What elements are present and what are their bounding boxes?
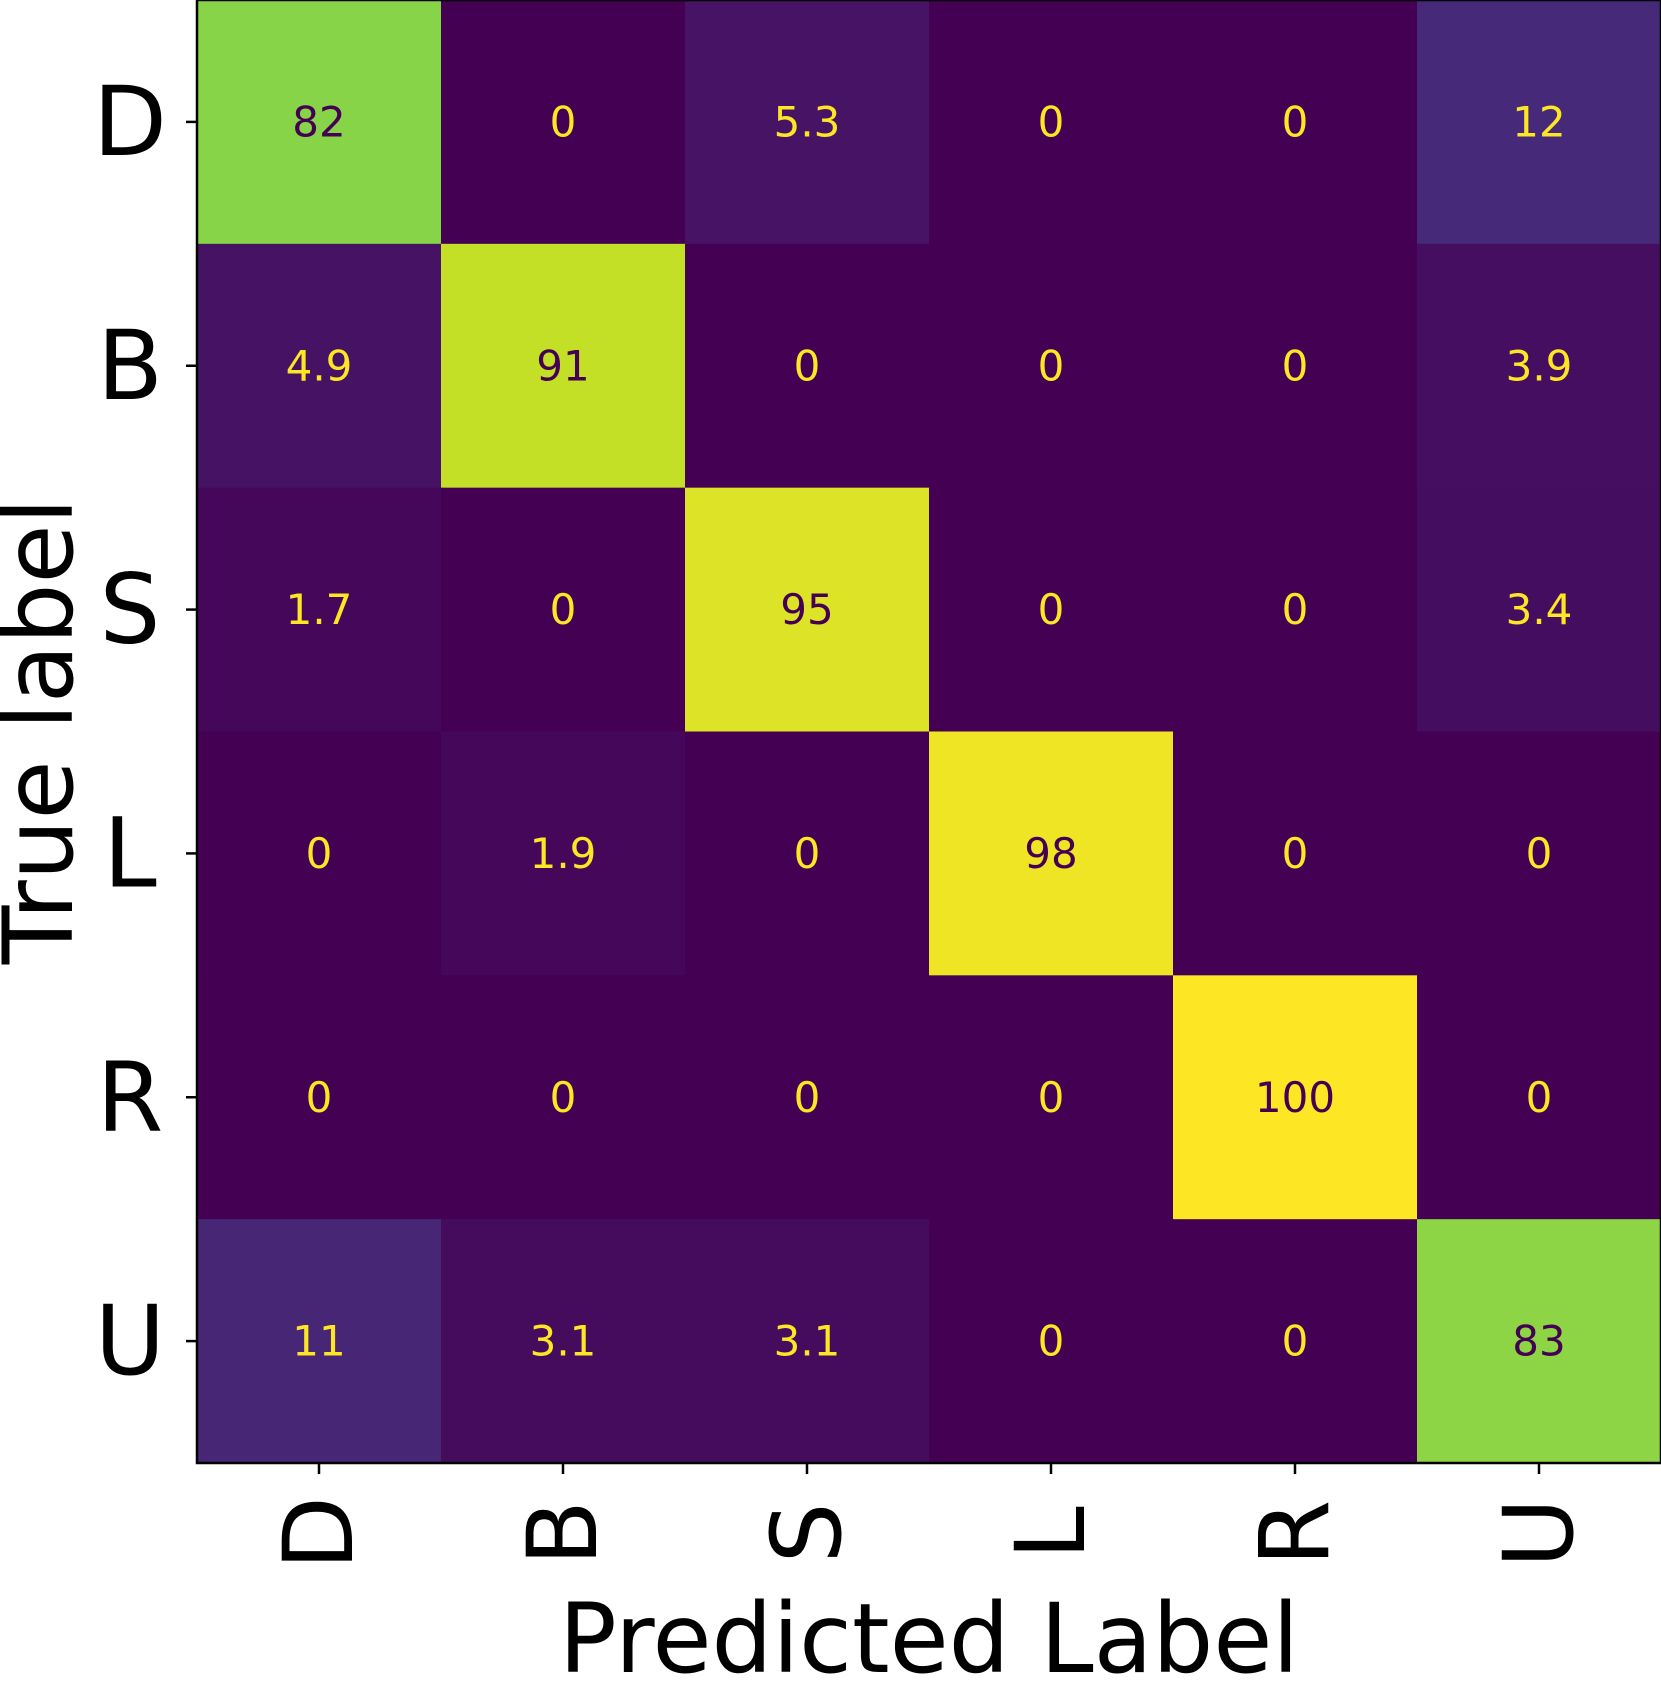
plot-frame bbox=[195, 0, 1661, 1465]
heatmap-cell bbox=[685, 731, 930, 976]
heatmap-cell bbox=[1417, 731, 1661, 976]
cell-value-label: 0 bbox=[794, 829, 821, 878]
heatmap-cell bbox=[441, 731, 686, 976]
heatmap-cell bbox=[929, 243, 1174, 489]
cell-value-label: 0 bbox=[1038, 585, 1065, 634]
cell-value-label: 0 bbox=[1282, 829, 1309, 878]
cell-value-label: 0 bbox=[306, 1073, 333, 1122]
cell-value-label: 0 bbox=[1038, 1317, 1065, 1366]
cell-value-label: 0 bbox=[1282, 1317, 1309, 1366]
cell-value-label: 1.9 bbox=[530, 829, 597, 878]
cell-value-labels: 82 0 5.3 0 0 12 4.9 91 0 0 0 3.9 1.7 0 95 0 0 3.4 0 1.9 0 98 0… bbox=[286, 97, 1573, 1365]
heatmap-cell bbox=[685, 487, 930, 733]
heatmap-cell bbox=[1173, 487, 1418, 733]
y-tick-label: U bbox=[95, 1285, 165, 1397]
cell-value-label: 0 bbox=[1282, 341, 1309, 390]
heatmap-cell bbox=[197, 1219, 442, 1464]
y-axis-label: True label bbox=[0, 498, 95, 966]
heatmap-cell bbox=[685, 243, 930, 489]
heatmap-cell bbox=[1173, 0, 1418, 245]
heatmap-cell bbox=[1173, 1219, 1418, 1464]
heatmap-cell bbox=[929, 487, 1174, 733]
heatmap-cell bbox=[197, 731, 442, 976]
heatmap-cell bbox=[1417, 1219, 1661, 1464]
y-axis-ticks: D B S L R U bbox=[93, 66, 197, 1397]
cell-value-label: 12 bbox=[1512, 97, 1565, 146]
cell-value-label: 100 bbox=[1255, 1073, 1335, 1122]
cell-value-label: 0 bbox=[550, 585, 577, 634]
cell-value-label: 0 bbox=[550, 97, 577, 146]
cell-value-label: 0 bbox=[1038, 1073, 1065, 1122]
cell-value-label: 3.4 bbox=[1506, 585, 1573, 634]
cell-value-label: 98 bbox=[1024, 829, 1077, 878]
cell-value-label: 91 bbox=[536, 341, 589, 390]
x-tick-label: S bbox=[751, 1503, 863, 1564]
heatmap-cell bbox=[685, 975, 930, 1220]
cell-value-label: 0 bbox=[1526, 829, 1553, 878]
cell-value-label: 0 bbox=[794, 1073, 821, 1122]
cell-value-label: 3.1 bbox=[774, 1317, 841, 1366]
cell-value-label: 1.7 bbox=[286, 585, 353, 634]
heatmap-cells bbox=[197, 0, 1661, 1464]
x-axis-label: Predicted Label bbox=[559, 1583, 1299, 1682]
cell-value-label: 83 bbox=[1512, 1317, 1565, 1366]
cell-value-label: 0 bbox=[306, 829, 333, 878]
heatmap-cell bbox=[197, 243, 442, 489]
y-tick-label: D bbox=[93, 66, 167, 178]
cell-value-label: 3.9 bbox=[1506, 341, 1573, 390]
cell-value-label: 82 bbox=[292, 97, 345, 146]
cell-value-label: 0 bbox=[794, 341, 821, 390]
cell-value-label: 5.3 bbox=[774, 97, 841, 146]
heatmap-cell bbox=[685, 0, 930, 245]
heatmap-cell bbox=[441, 243, 686, 489]
cell-value-label: 0 bbox=[1526, 1073, 1553, 1122]
heatmap-cell bbox=[1173, 975, 1418, 1220]
x-tick-label: R bbox=[1239, 1500, 1351, 1567]
y-tick-label: S bbox=[100, 554, 161, 666]
heatmap-cell bbox=[685, 1219, 930, 1464]
y-tick-label: B bbox=[97, 310, 163, 422]
cell-value-label: 0 bbox=[550, 1073, 577, 1122]
heatmap-cell bbox=[929, 0, 1174, 245]
heatmap-cell bbox=[1417, 243, 1661, 489]
heatmap-cell bbox=[1417, 0, 1661, 245]
cell-value-label: 0 bbox=[1038, 97, 1065, 146]
heatmap-cell bbox=[1417, 975, 1661, 1220]
heatmap-cell bbox=[929, 1219, 1174, 1464]
heatmap-cell bbox=[1173, 243, 1418, 489]
heatmap-cell bbox=[441, 487, 686, 733]
cell-value-label: 4.9 bbox=[286, 341, 353, 390]
cell-value-label: 11 bbox=[292, 1317, 345, 1366]
cell-value-label: 0 bbox=[1282, 585, 1309, 634]
heatmap-cell bbox=[441, 1219, 686, 1464]
heatmap-cell bbox=[1417, 487, 1661, 733]
heatmap-cell bbox=[929, 731, 1174, 976]
x-tick-label: B bbox=[507, 1500, 619, 1566]
cell-value-label: 95 bbox=[780, 585, 833, 634]
cell-value-label: 0 bbox=[1038, 341, 1065, 390]
heatmap-cell bbox=[197, 0, 442, 245]
x-tick-label: U bbox=[1483, 1498, 1595, 1568]
heatmap-cell bbox=[197, 975, 442, 1220]
y-tick-label: R bbox=[97, 1041, 164, 1153]
heatmap-cell bbox=[1173, 731, 1418, 976]
heatmap-cell bbox=[441, 975, 686, 1220]
x-tick-label: D bbox=[263, 1496, 375, 1570]
y-tick-label: L bbox=[103, 797, 156, 909]
cell-value-label: 0 bbox=[1282, 97, 1309, 146]
cell-value-label: 3.1 bbox=[530, 1317, 597, 1366]
heatmap-cell bbox=[441, 0, 686, 245]
x-tick-label: L bbox=[995, 1506, 1107, 1559]
heatmap-cell bbox=[929, 975, 1174, 1220]
heatmap-cell bbox=[197, 487, 442, 733]
